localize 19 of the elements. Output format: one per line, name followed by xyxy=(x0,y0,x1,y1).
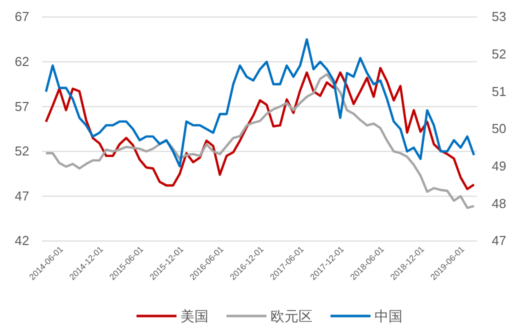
y2-tick-label: 48 xyxy=(492,196,506,211)
y2-tick-label: 51 xyxy=(492,84,506,99)
y-tick-label: 62 xyxy=(14,54,30,69)
legend-label: 欧元区 xyxy=(270,309,312,325)
legend-label: 美国 xyxy=(180,309,208,325)
line-series xyxy=(44,66,476,190)
y2-tick-label: 47 xyxy=(492,233,506,248)
y2-tick-label: 53 xyxy=(492,9,506,24)
line-series xyxy=(44,38,476,168)
y2-tick-label: 52 xyxy=(492,46,506,62)
y2-tick-label: 49 xyxy=(492,158,506,174)
y-tick-label: 57 xyxy=(14,98,30,114)
line-series xyxy=(44,73,476,209)
y-tick-label: 47 xyxy=(14,188,30,204)
legend-label: 中国 xyxy=(374,309,402,325)
y-tick-label: 67 xyxy=(14,9,30,24)
y-tick-label: 52 xyxy=(14,144,30,159)
y2-tick-label: 50 xyxy=(492,121,506,136)
y-tick-label: 42 xyxy=(14,233,30,248)
